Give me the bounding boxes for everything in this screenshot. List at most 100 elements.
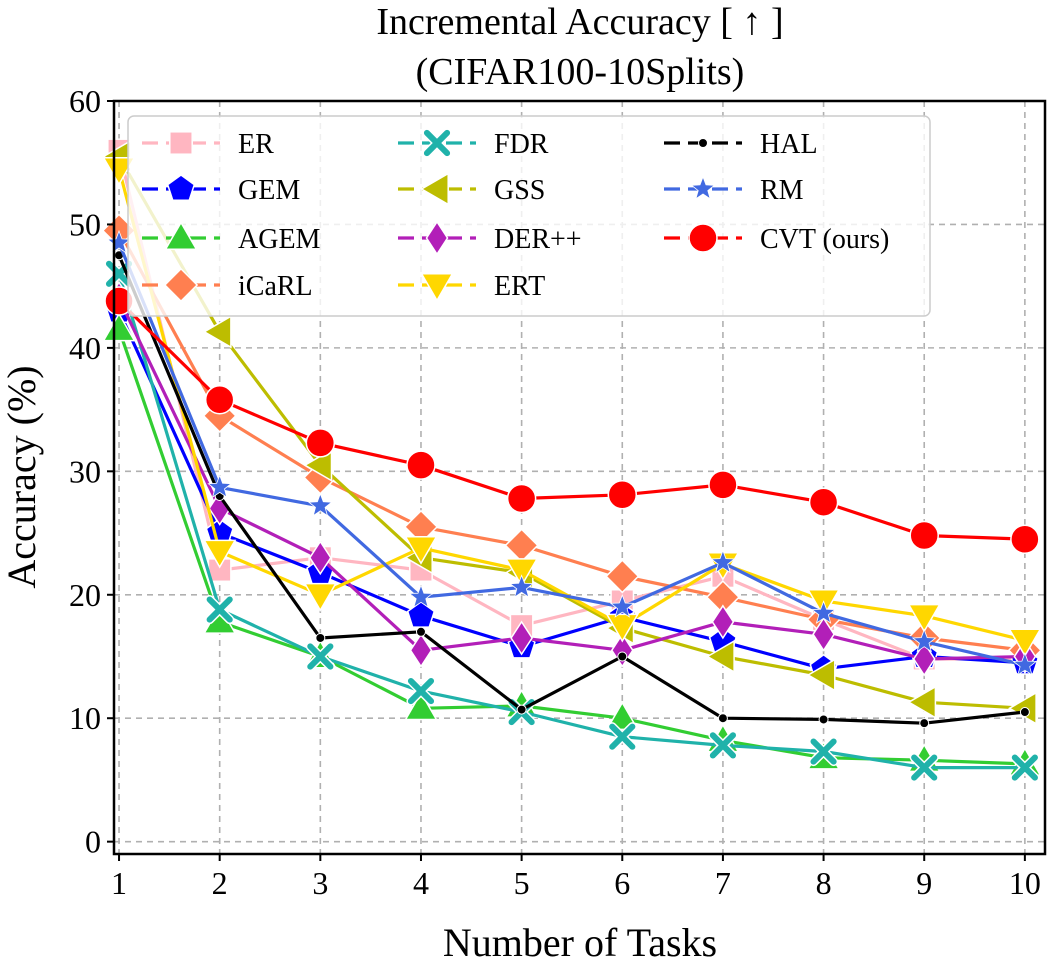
data-point — [1008, 628, 1042, 658]
y-tick-label: 0 — [85, 824, 101, 860]
legend-item: GEM — [142, 174, 300, 206]
data-point — [404, 691, 438, 721]
legend-label: FDR — [494, 129, 549, 160]
data-point — [708, 470, 738, 500]
x-tick-label: 2 — [212, 865, 228, 901]
legend-marker — [690, 175, 716, 200]
legend-label: iCaRL — [238, 271, 313, 302]
legend-item: iCaRL — [142, 267, 313, 303]
data-point — [907, 603, 941, 633]
data-point — [506, 483, 537, 514]
x-tick-label: 9 — [916, 865, 932, 901]
series-line — [117, 310, 1025, 671]
data-point — [408, 584, 434, 608]
data-point — [610, 632, 634, 668]
data-point — [710, 549, 736, 574]
data-point — [717, 713, 728, 724]
data-point — [607, 480, 638, 510]
y-axis-label: Accuracy (%) — [0, 365, 44, 588]
y-tick-label: 30 — [69, 453, 101, 489]
legend-label: AGEM — [238, 224, 321, 255]
legend-item: GSS — [398, 172, 545, 206]
data-point — [706, 639, 735, 674]
legend-label: GEM — [238, 175, 300, 206]
series-rm — [106, 229, 1038, 676]
series-group — [101, 138, 1043, 783]
data-point — [509, 574, 535, 599]
data-point — [1019, 707, 1030, 718]
legend-marker — [166, 174, 196, 202]
y-tick-label: 20 — [69, 577, 101, 613]
y-tick-label: 40 — [69, 330, 101, 366]
legend-marker — [164, 221, 198, 250]
data-point — [811, 600, 837, 624]
legend-marker — [422, 128, 452, 158]
series-line — [117, 297, 1025, 661]
x-tick-label: 3 — [312, 865, 328, 901]
data-point — [406, 450, 436, 480]
data-point — [406, 676, 436, 706]
data-point — [202, 539, 237, 569]
legend-box — [127, 115, 931, 317]
x-tick-label: 4 — [413, 865, 429, 901]
data-point — [912, 641, 936, 677]
series-cvt-ours — [104, 286, 1040, 554]
data-point — [307, 492, 333, 517]
legend-marker — [169, 131, 193, 155]
legend-marker — [698, 138, 708, 148]
legend-marker — [688, 223, 718, 253]
series-line — [117, 155, 1025, 710]
y-tick-label: 10 — [69, 700, 101, 736]
series-fdr — [104, 259, 1040, 783]
legend-label: RM — [760, 175, 804, 206]
legend-marker — [163, 267, 199, 303]
data-point — [303, 582, 338, 612]
legend-item: ER — [142, 129, 274, 160]
data-point — [406, 600, 436, 628]
series-line — [117, 150, 1025, 661]
series-hal — [114, 250, 1030, 729]
legend-marker — [425, 220, 449, 256]
plot-frame — [112, 99, 1047, 856]
data-point — [711, 604, 735, 640]
data-point — [605, 701, 640, 731]
legend-item: CVT (ours) — [664, 223, 889, 255]
data-point — [607, 722, 637, 752]
axis-ticks: 0 10 20 30 40 50 60 1 2 3 4 5 6 7 8 9 10 — [69, 83, 1041, 901]
data-point — [605, 613, 640, 643]
legend-item: ERT — [398, 271, 545, 302]
data-point — [516, 704, 527, 715]
data-point — [911, 628, 937, 653]
legend-item: RM — [664, 175, 804, 206]
data-point — [909, 753, 939, 783]
series-agem — [102, 312, 1042, 776]
legend-label: DER++ — [494, 224, 582, 255]
data-point — [504, 558, 539, 587]
data-point — [207, 474, 233, 499]
legend-label: ER — [238, 129, 274, 160]
legend-marker — [420, 273, 454, 302]
x-tick-label: 6 — [614, 865, 630, 901]
data-point — [205, 595, 235, 625]
data-point — [510, 620, 533, 656]
data-point — [1010, 753, 1040, 783]
data-point — [315, 632, 326, 643]
y-tick-label: 50 — [69, 206, 101, 242]
data-point — [102, 312, 136, 342]
data-point — [305, 641, 335, 672]
data-point — [808, 736, 839, 767]
data-point — [202, 315, 232, 349]
data-point — [409, 632, 433, 668]
legend-marker — [420, 172, 449, 206]
y-tick-label: 60 — [69, 83, 101, 119]
data-point — [609, 593, 635, 618]
data-point — [919, 718, 930, 729]
data-point — [808, 487, 839, 517]
legend-label: GSS — [494, 175, 545, 206]
legend-item: FDR — [398, 128, 549, 160]
x-tick-label: 1 — [111, 865, 127, 901]
x-tick-label: 10 — [1009, 865, 1041, 901]
data-point — [415, 626, 426, 637]
series-line — [117, 299, 1025, 541]
